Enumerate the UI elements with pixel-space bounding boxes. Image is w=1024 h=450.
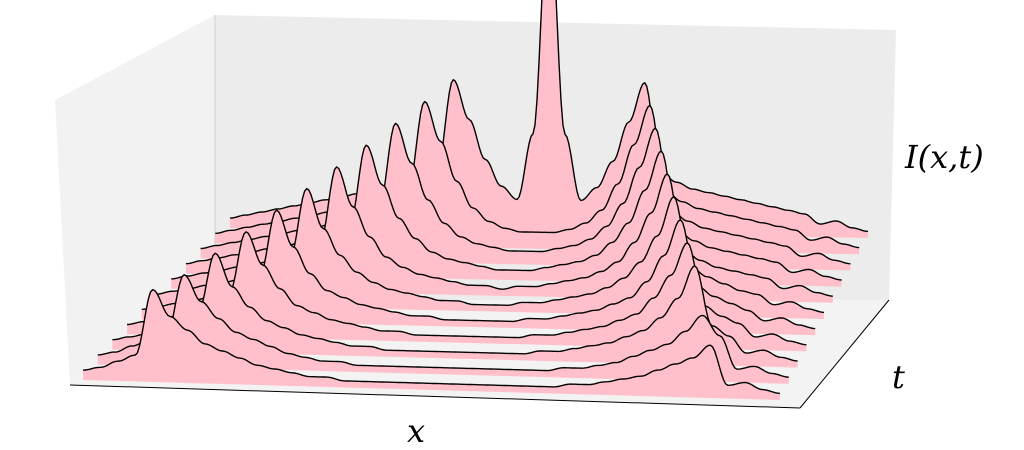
ribbon-fill	[112, 253, 798, 368]
series-line	[97, 274, 789, 378]
series-line	[82, 288, 781, 395]
series-line	[215, 100, 860, 249]
x-axis-label: x	[407, 412, 426, 450]
floor-right-edge	[799, 299, 890, 409]
ribbon-fill	[97, 274, 789, 384]
t-axis-label: t	[892, 358, 905, 396]
floor-front-edge	[69, 384, 801, 409]
series-layer	[82, 0, 869, 400]
series-line	[112, 252, 798, 362]
ribbon-fill	[230, 0, 868, 238]
ribbon-fill	[127, 231, 807, 352]
z-axis-label: I(x,t)	[905, 138, 984, 176]
series-line	[127, 231, 807, 346]
ribbon-fill	[83, 289, 780, 400]
